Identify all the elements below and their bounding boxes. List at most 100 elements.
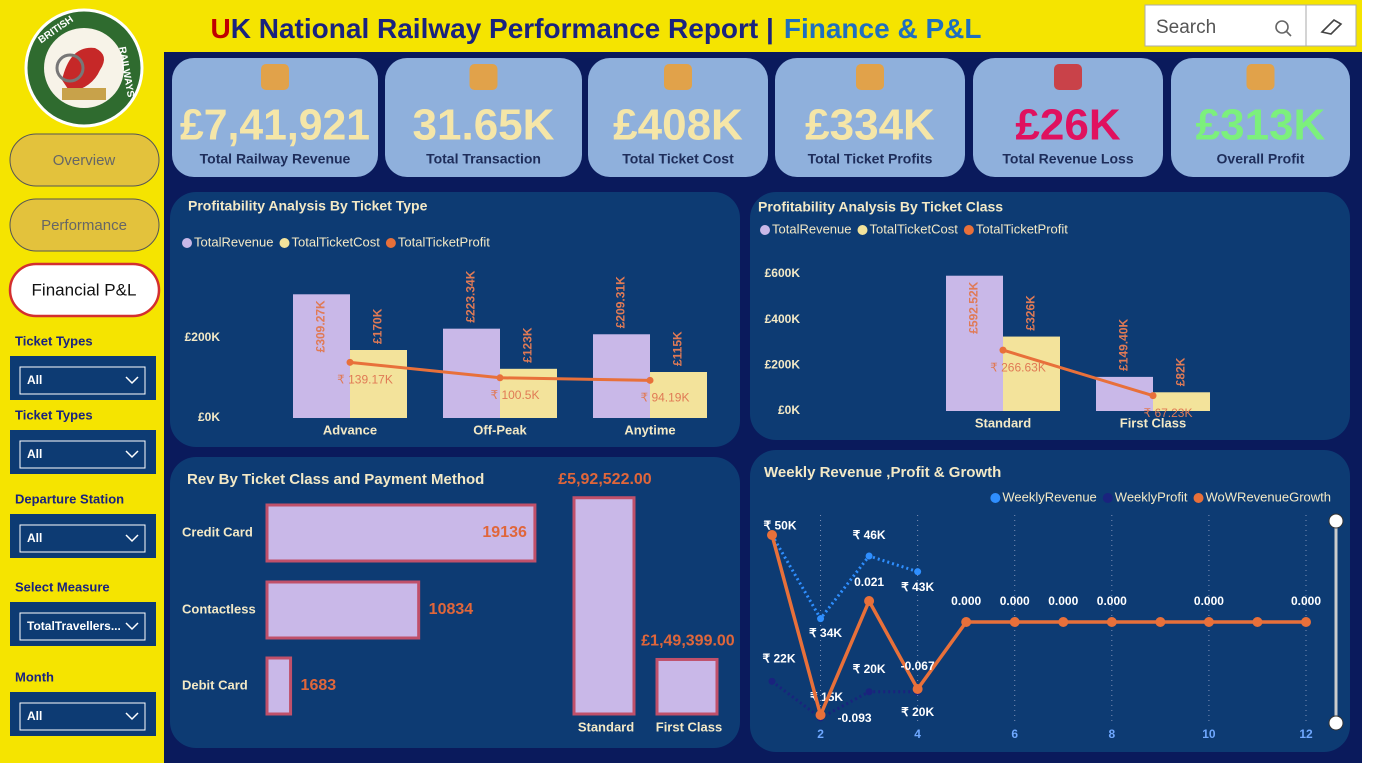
legend-label: TotalTicketProfit <box>976 221 1068 236</box>
data-label: ₹ 100.5K <box>490 388 539 402</box>
kpi-icon <box>664 64 692 90</box>
nav-button[interactable]: Overview <box>9 133 160 187</box>
data-label: ₹ 139.17K <box>337 373 393 387</box>
bar <box>650 372 707 418</box>
x-tick-label: Off-Peak <box>473 422 527 437</box>
data-label: £209.31K <box>614 276 628 328</box>
filter-label: Ticket Types <box>15 407 93 422</box>
data-label: £123K <box>521 327 535 363</box>
legend-label: TotalTicketCost <box>292 234 381 249</box>
bar <box>1153 392 1210 411</box>
dropdown[interactable]: TotalTravellers... <box>19 612 146 641</box>
line-point <box>1252 617 1263 627</box>
x-tick-label: Advance <box>323 422 377 437</box>
kpi-card <box>172 58 378 177</box>
panel <box>750 192 1350 440</box>
line-point <box>496 374 504 382</box>
search-placeholder: Search <box>1156 17 1216 38</box>
top-bar <box>0 0 1362 52</box>
dropdown[interactable]: All <box>19 524 146 553</box>
kpi-value: £313K <box>1196 101 1326 150</box>
title-subtitle: Finance & P&L <box>784 13 982 44</box>
line-point <box>1058 617 1069 627</box>
bar <box>1003 336 1060 411</box>
legend-marker <box>760 225 770 235</box>
dropdown-value: All <box>27 373 42 387</box>
title-text: K National Railway Performance Report | <box>231 13 774 44</box>
kpi-card <box>385 58 582 177</box>
data-label: £223.34K <box>464 270 478 322</box>
dropdown[interactable]: All <box>19 702 146 731</box>
kpi-card <box>973 58 1163 177</box>
dropdown-chevron <box>125 622 139 631</box>
data-label: £115K <box>671 331 685 366</box>
chart-title: Weekly Revenue ,Profit & Growth <box>764 464 1001 481</box>
kpi-icon <box>261 64 289 90</box>
dropdown-field[interactable] <box>19 612 146 641</box>
nav-button-shape[interactable] <box>9 133 160 187</box>
x-tick-label: Standard <box>578 719 634 734</box>
y-tick-label: Contactless <box>182 601 256 616</box>
data-label: 0.000 <box>1194 594 1224 608</box>
line-point <box>767 530 777 540</box>
nav-button[interactable]: Performance <box>9 198 160 252</box>
search-box[interactable]: Search <box>1144 4 1307 47</box>
filter-label: Month <box>15 669 54 684</box>
bar <box>946 275 1003 411</box>
data-label: £592.52K <box>967 281 981 333</box>
dropdown-field[interactable] <box>19 440 146 469</box>
line-point <box>1009 617 1020 627</box>
line <box>770 534 1306 721</box>
kpi-label: Overall Profit <box>1217 151 1305 167</box>
dropdown-value: TotalTravellers... <box>27 619 121 633</box>
kpi-value: £334K <box>805 101 935 150</box>
y-tick-label: £600K <box>765 266 801 280</box>
dropdown[interactable]: All <box>19 440 146 469</box>
x-tick-label: First Class <box>1120 415 1186 430</box>
line-point <box>1149 392 1157 400</box>
kpi-card <box>775 58 965 177</box>
dropdown-field[interactable] <box>19 366 146 395</box>
dropdown-chevron <box>125 450 139 459</box>
legend-label: TotalTicketCost <box>870 221 959 236</box>
line-point <box>864 596 875 606</box>
filter-box <box>10 430 156 474</box>
nav-label: Overview <box>53 152 116 169</box>
line-point <box>865 552 873 560</box>
chart-title: Profitability Analysis By Ticket Type <box>188 198 428 214</box>
kpi-value: £26K <box>1015 101 1120 150</box>
line <box>1002 348 1154 398</box>
dropdown-field[interactable] <box>19 524 146 553</box>
legend-label: WeeklyProfit <box>1115 489 1188 504</box>
data-label: 0.000 <box>1048 594 1078 608</box>
clear-button[interactable] <box>1305 4 1357 47</box>
data-label: £149.40K <box>1117 319 1131 371</box>
filter-box <box>10 692 156 736</box>
dropdown[interactable]: All <box>19 366 146 395</box>
nav-button[interactable]: Financial P&L <box>8 262 161 318</box>
bar <box>593 334 650 418</box>
line-point <box>1155 617 1166 627</box>
data-label: -0.093 <box>838 711 872 725</box>
line-point <box>768 677 776 685</box>
legend-marker <box>1102 493 1113 503</box>
dropdown-field[interactable] <box>19 702 146 731</box>
data-label: £1,49,399.00 <box>641 633 735 650</box>
bar <box>265 503 537 563</box>
y-tick-label: £400K <box>765 312 801 326</box>
kpi-icon <box>856 64 884 90</box>
line-point <box>1203 617 1214 627</box>
line-point <box>865 688 873 696</box>
legend-marker <box>1193 493 1204 503</box>
legend-label: TotalRevenue <box>194 234 274 249</box>
data-label: 0.000 <box>1097 594 1127 608</box>
legend-marker <box>963 225 974 235</box>
nav-button-shape[interactable] <box>9 198 160 252</box>
data-label: 19136 <box>482 524 527 541</box>
nav-button-shape[interactable] <box>8 262 161 318</box>
kpi-label: Total Ticket Profits <box>808 151 933 167</box>
data-label: £326K <box>1024 295 1038 331</box>
kpi-label: Total Ticket Cost <box>622 151 734 167</box>
slider[interactable] <box>1328 513 1344 731</box>
